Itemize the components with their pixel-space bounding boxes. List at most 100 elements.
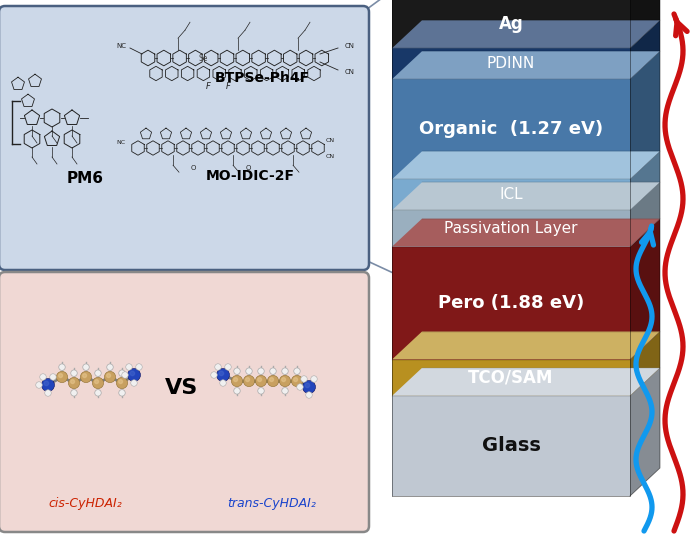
Polygon shape (392, 210, 630, 247)
Circle shape (234, 388, 240, 394)
Circle shape (256, 375, 267, 386)
Text: PDINN: PDINN (487, 56, 535, 71)
Circle shape (106, 374, 111, 377)
Circle shape (232, 375, 243, 386)
Polygon shape (392, 360, 630, 396)
Circle shape (130, 371, 134, 376)
Polygon shape (392, 247, 630, 360)
Text: trans-CyHDAI₂: trans-CyHDAI₂ (228, 497, 316, 510)
Circle shape (234, 368, 240, 374)
Circle shape (297, 384, 303, 390)
Circle shape (83, 364, 89, 370)
Circle shape (104, 371, 116, 383)
FancyBboxPatch shape (0, 6, 369, 270)
Text: Ag: Ag (498, 14, 524, 33)
Polygon shape (392, 79, 630, 180)
Circle shape (59, 374, 62, 377)
Circle shape (41, 378, 55, 391)
Text: CN: CN (345, 43, 355, 49)
Polygon shape (392, 396, 630, 496)
Circle shape (94, 390, 101, 396)
Text: CN: CN (326, 153, 335, 159)
Circle shape (258, 368, 264, 374)
Circle shape (219, 371, 223, 376)
Circle shape (50, 374, 56, 380)
Circle shape (83, 374, 87, 377)
Polygon shape (392, 51, 660, 79)
Text: Glass: Glass (482, 436, 540, 456)
Circle shape (215, 364, 221, 370)
Circle shape (59, 364, 65, 370)
Polygon shape (630, 368, 660, 496)
Text: BTPSe-Ph4F: BTPSe-Ph4F (214, 71, 309, 85)
Circle shape (71, 390, 77, 396)
Text: CN: CN (345, 69, 355, 75)
Polygon shape (392, 180, 630, 210)
Circle shape (293, 378, 298, 382)
Circle shape (225, 364, 231, 370)
Text: NC: NC (116, 43, 126, 49)
Text: F: F (206, 81, 211, 91)
Text: CN: CN (326, 138, 335, 143)
Circle shape (306, 392, 312, 398)
Polygon shape (392, 48, 630, 79)
Circle shape (258, 388, 264, 394)
Circle shape (71, 379, 75, 384)
Circle shape (94, 379, 99, 384)
Circle shape (302, 381, 316, 393)
Circle shape (294, 368, 300, 374)
Text: Pero (1.88 eV): Pero (1.88 eV) (438, 294, 584, 312)
Polygon shape (630, 0, 660, 48)
Circle shape (107, 364, 113, 370)
Polygon shape (392, 368, 660, 396)
Polygon shape (392, 151, 660, 180)
Polygon shape (392, 331, 660, 360)
Circle shape (220, 380, 226, 386)
Circle shape (216, 369, 230, 382)
Circle shape (122, 372, 128, 378)
Circle shape (69, 377, 80, 389)
Circle shape (282, 368, 288, 374)
Polygon shape (630, 51, 660, 180)
Text: VS: VS (165, 378, 199, 398)
Circle shape (267, 375, 279, 386)
Circle shape (80, 371, 92, 383)
Polygon shape (392, 0, 630, 48)
Circle shape (291, 375, 302, 386)
Polygon shape (630, 151, 660, 210)
Circle shape (127, 369, 141, 382)
Circle shape (119, 370, 125, 376)
Text: O: O (245, 165, 251, 171)
Text: ICL: ICL (499, 187, 523, 202)
Circle shape (126, 364, 132, 370)
Text: Se: Se (198, 54, 208, 63)
Polygon shape (392, 219, 660, 247)
Circle shape (71, 370, 77, 376)
Text: PM6: PM6 (66, 170, 104, 185)
Text: TCO/SAM: TCO/SAM (468, 369, 554, 386)
Polygon shape (630, 182, 660, 247)
Circle shape (270, 378, 274, 382)
Circle shape (119, 390, 125, 396)
Polygon shape (630, 331, 660, 396)
Circle shape (131, 380, 137, 386)
Circle shape (246, 368, 252, 374)
Circle shape (57, 371, 68, 383)
Circle shape (211, 372, 217, 378)
Circle shape (279, 375, 290, 386)
Circle shape (311, 376, 317, 382)
Circle shape (118, 379, 122, 384)
Circle shape (258, 378, 262, 382)
Polygon shape (392, 20, 660, 48)
Circle shape (305, 383, 309, 388)
Circle shape (244, 375, 255, 386)
Text: Passivation Layer: Passivation Layer (444, 221, 578, 236)
Text: Organic  (1.27 eV): Organic (1.27 eV) (419, 120, 603, 138)
Circle shape (92, 377, 104, 389)
Circle shape (270, 368, 276, 374)
Polygon shape (630, 20, 660, 79)
Text: NC: NC (117, 139, 126, 145)
Text: O: O (190, 165, 196, 171)
Circle shape (44, 381, 48, 385)
Circle shape (40, 374, 46, 380)
